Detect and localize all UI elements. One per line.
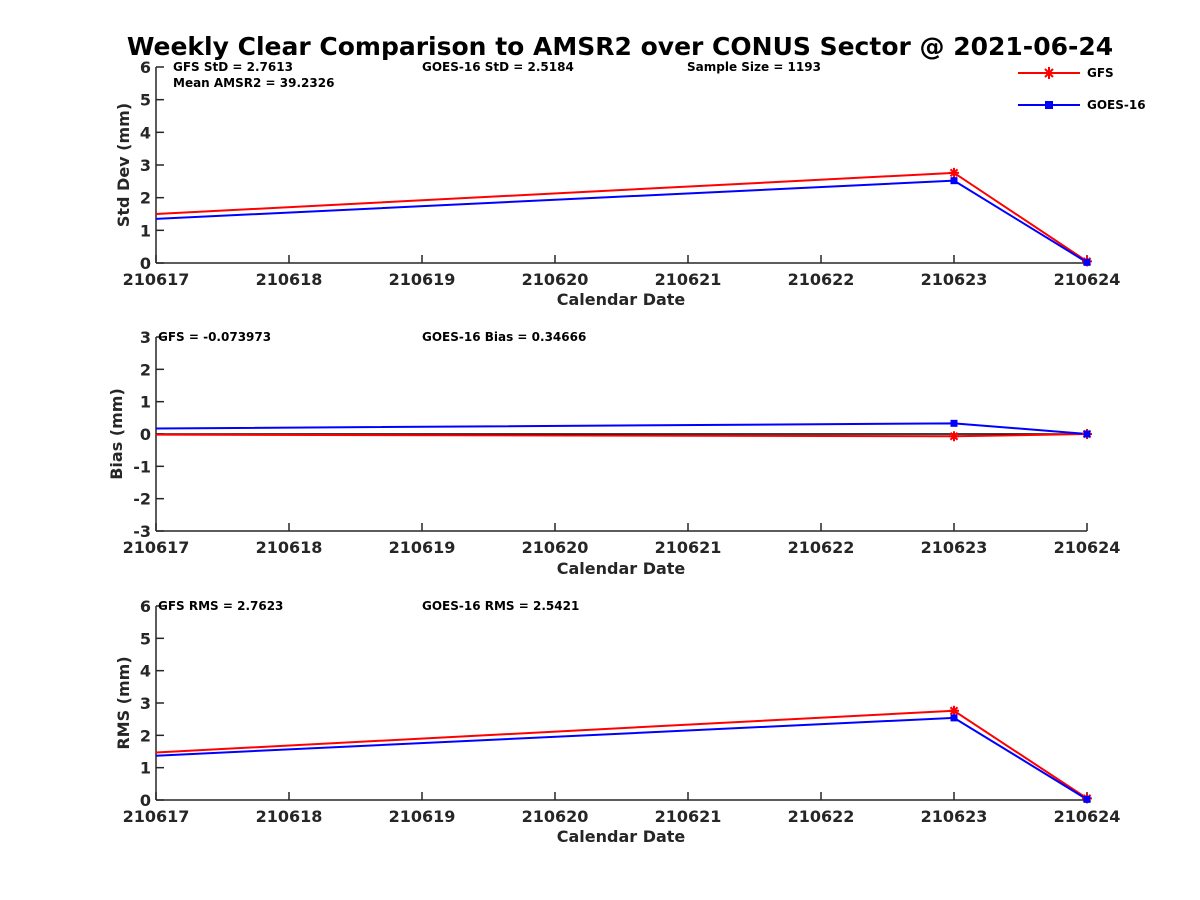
y-tick-label: -1 [133, 457, 151, 476]
series-line-goes16-bias [155, 422, 1088, 435]
x-tick-label: 210617 [123, 270, 190, 289]
y-tick-label: 4 [140, 662, 151, 681]
annotation-gfs-std: GFS StD = 2.7613 [173, 60, 293, 74]
series-line-goes16-rms [155, 716, 1088, 801]
legend: GFS GOES-16 [1018, 66, 1146, 112]
y-tick-label: 6 [140, 58, 151, 77]
series-line-gfs-std-dev [155, 171, 1088, 263]
x-tick-label: 210621 [655, 807, 722, 826]
x-ticks-bias: 210617 210618 210619 210620 210621 210622 2106… [123, 523, 1121, 557]
marker-gfs-star [949, 167, 959, 178]
x-ticks-std-dev: 210617 210618 210619 210620 210621 210622 2106… [123, 255, 1121, 289]
y-tick-label: 0 [140, 791, 151, 810]
x-tick-label: 210618 [256, 538, 323, 557]
series-markers-rms [949, 705, 1092, 804]
y-tick-label: 2 [140, 726, 151, 745]
x-tick-label: 210623 [921, 270, 988, 289]
x-tick-label: 210624 [1054, 270, 1121, 289]
marker-goes16-square [950, 419, 958, 427]
y-tick-label: 0 [140, 425, 151, 444]
legend-label-gfs: GFS [1087, 66, 1114, 80]
y-tick-label: -3 [133, 522, 151, 541]
x-tick-label: 210624 [1054, 538, 1121, 557]
legend-marker-gfs-star [1043, 67, 1055, 79]
x-tick-label: 210621 [655, 270, 722, 289]
y-tick-label: 3 [140, 694, 151, 713]
y-tick-label: 1 [140, 759, 151, 778]
y-axis-label-std-dev: Std Dev (mm) [114, 103, 133, 227]
y-tick-label: 3 [140, 328, 151, 347]
x-tick-label: 210623 [921, 538, 988, 557]
marker-gfs-star [949, 431, 959, 442]
legend-marker-goes16-square [1045, 101, 1053, 109]
y-tick-label: 4 [140, 123, 151, 142]
x-tick-label: 210620 [522, 270, 589, 289]
marker-goes16-square [1083, 430, 1091, 438]
y-tick-label: 1 [140, 393, 151, 412]
annotation-mean-amsr2: Mean AMSR2 = 39.2326 [173, 76, 334, 90]
x-tick-label: 210621 [655, 538, 722, 557]
y-tick-label: 6 [140, 597, 151, 616]
x-tick-label: 210617 [123, 807, 190, 826]
figure-title: Weekly Clear Comparison to AMSR2 over CO… [127, 32, 1113, 61]
x-tick-label: 210623 [921, 807, 988, 826]
legend-entry-gfs: GFS [1018, 66, 1114, 80]
x-tick-label: 210622 [788, 270, 855, 289]
x-ticks-rms: 210617 210618 210619 210620 210621 210622 2106… [123, 792, 1121, 826]
legend-entry-goes16: GOES-16 [1018, 98, 1146, 112]
y-tick-label: 3 [140, 156, 151, 175]
series-markers-bias [949, 419, 1092, 442]
x-tick-label: 210624 [1054, 807, 1121, 826]
x-tick-label: 210622 [788, 807, 855, 826]
series-lines-std-dev [155, 171, 1088, 264]
x-tick-label: 210620 [522, 538, 589, 557]
y-ticks-bias: -3 -2 -1 0 1 2 3 [133, 328, 164, 541]
x-axis-label-bias: Calendar Date [557, 559, 686, 578]
y-tick-label: 0 [140, 254, 151, 273]
annotation-gfs-bias: GFS = -0.073973 [158, 330, 271, 344]
marker-goes16-square [1083, 258, 1091, 266]
y-tick-label: -2 [133, 490, 151, 509]
marker-goes16-square [1083, 795, 1091, 803]
marker-goes16-square [950, 714, 958, 722]
y-tick-label: 5 [140, 629, 151, 648]
y-tick-label: 2 [140, 360, 151, 379]
marker-goes16-square [950, 177, 958, 185]
annotation-goes-rms: GOES-16 RMS = 2.5421 [422, 599, 579, 613]
series-markers-std-dev [949, 167, 1092, 267]
x-tick-label: 210617 [123, 538, 190, 557]
y-tick-label: 1 [140, 221, 151, 240]
panel-bias: -3 -2 -1 0 1 2 3 210617 210618 210619 210620 21062… [107, 328, 1120, 578]
x-tick-label: 210618 [256, 270, 323, 289]
y-tick-label: 2 [140, 189, 151, 208]
x-tick-label: 210622 [788, 538, 855, 557]
y-tick-label: 5 [140, 91, 151, 110]
annotation-goes-std: GOES-16 StD = 2.5184 [422, 60, 574, 74]
x-axis-label-std-dev: Calendar Date [557, 290, 686, 309]
legend-label-goes16: GOES-16 [1087, 98, 1146, 112]
x-tick-label: 210620 [522, 807, 589, 826]
y-axis-label-bias: Bias (mm) [107, 388, 126, 480]
y-ticks-rms: 0 1 2 3 4 5 6 [140, 597, 164, 810]
annotation-sample-size: Sample Size = 1193 [687, 60, 821, 74]
x-tick-label: 210619 [389, 807, 456, 826]
y-axis-label-rms: RMS (mm) [114, 656, 133, 749]
x-tick-label: 210619 [389, 538, 456, 557]
y-ticks-std-dev: 0 1 2 3 4 5 6 [140, 58, 164, 273]
x-axis-label-rms: Calendar Date [557, 827, 686, 846]
annotation-goes-bias: GOES-16 Bias = 0.34666 [422, 330, 586, 344]
annotation-gfs-rms: GFS RMS = 2.7623 [158, 599, 283, 613]
series-line-gfs-rms [155, 709, 1088, 800]
x-tick-label: 210619 [389, 270, 456, 289]
series-line-goes16-std-dev [155, 179, 1088, 264]
marker-gfs-star [949, 705, 959, 716]
x-tick-label: 210618 [256, 807, 323, 826]
series-lines-rms [155, 709, 1088, 801]
